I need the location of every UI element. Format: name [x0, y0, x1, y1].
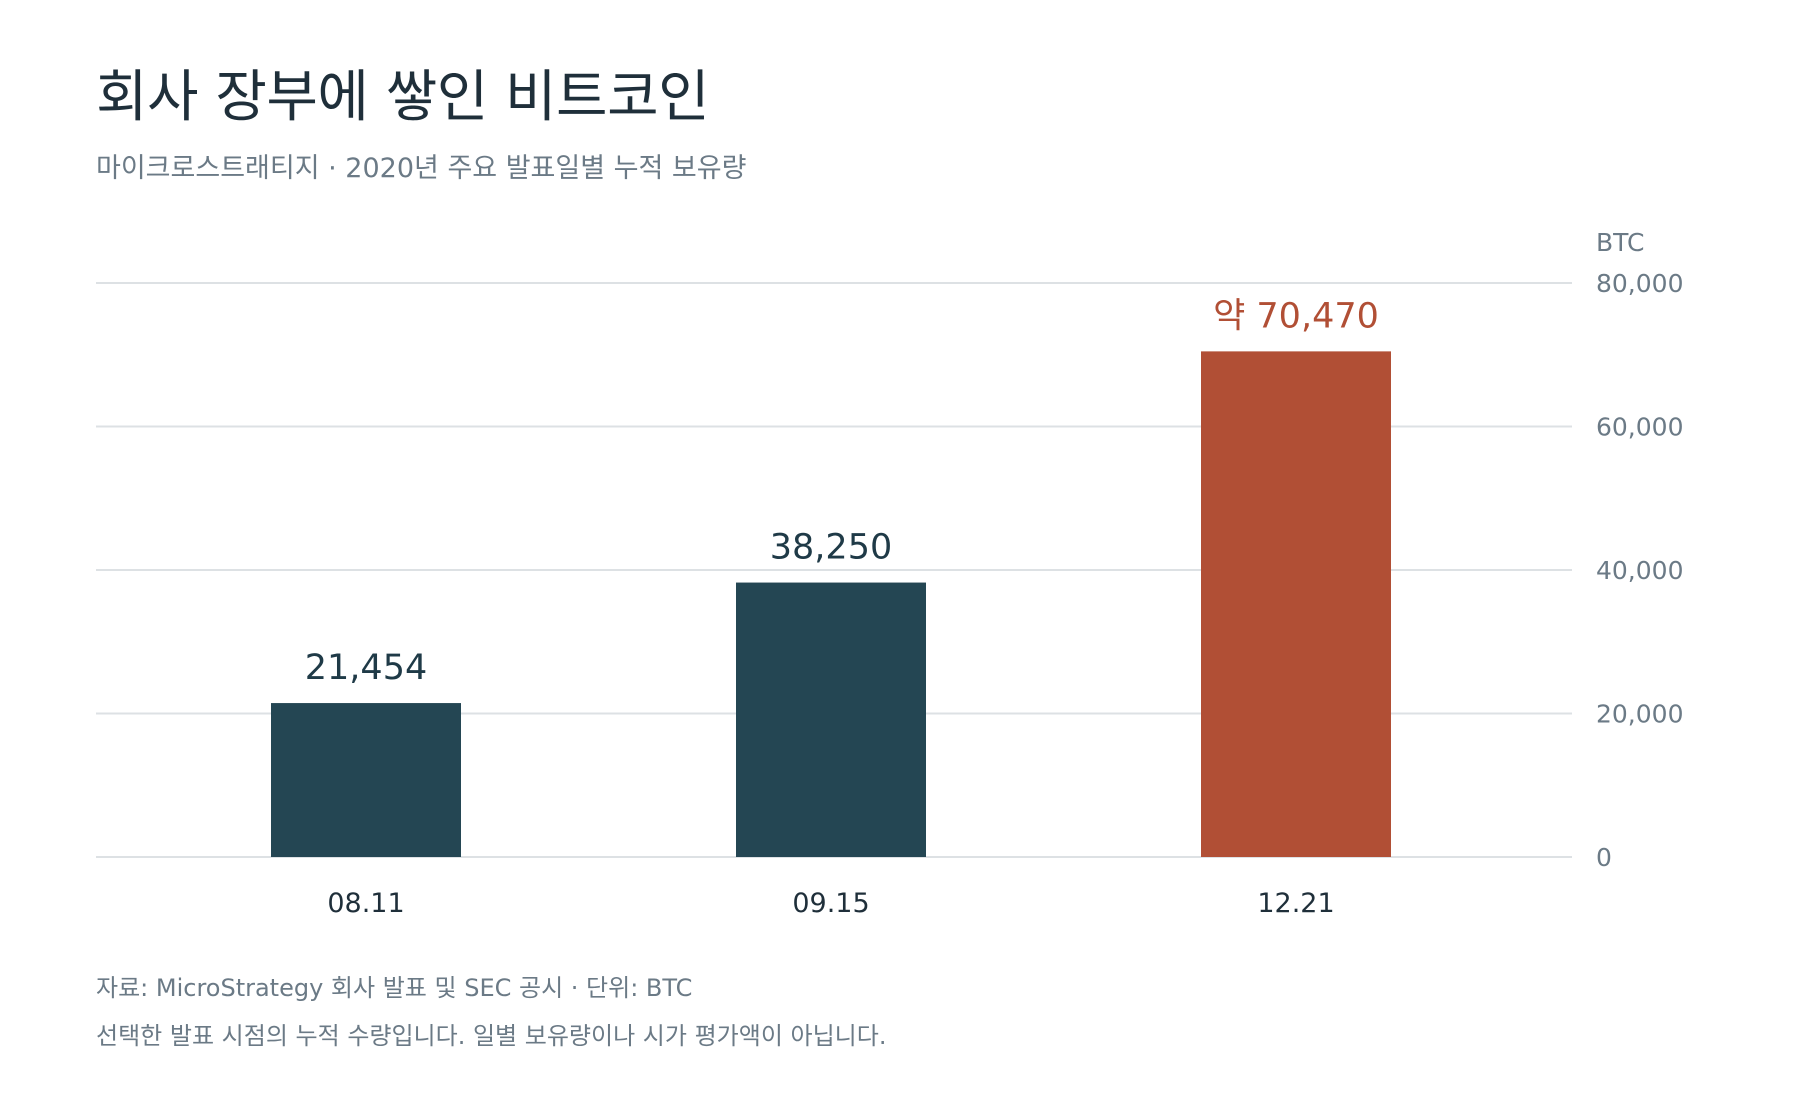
chart-title: 회사 장부에 쌓인 비트코인 [96, 65, 710, 130]
value-labels: 21,454 38,250 약 70,470 [305, 296, 1379, 688]
bar-chart: 21,454 38,250 약 70,470 0 20,000 40,000 60,000… [96, 228, 1683, 919]
bar-value-label: 21,454 [305, 648, 427, 688]
x-category-label: 09.15 [792, 888, 869, 919]
disclaimer-note: 선택한 발표 시점의 누적 수량입니다. 일별 보유량이나 시가 평가액이 아닙… [96, 1022, 887, 1050]
y-tick-label: 40,000 [1596, 556, 1683, 585]
bars [271, 351, 1391, 857]
y-tick-label: 0 [1596, 843, 1612, 872]
bar [1201, 351, 1391, 857]
y-tick-label: 60,000 [1596, 413, 1683, 442]
y-tick-label: 80,000 [1596, 269, 1683, 298]
y-axis-unit-label: BTC [1596, 228, 1644, 257]
x-category-label: 12.21 [1257, 888, 1334, 919]
bar [736, 582, 926, 857]
bar-value-label: 38,250 [770, 528, 892, 568]
x-category-label: 08.11 [327, 888, 404, 919]
axes: 0 20,000 40,000 60,000 80,000 BTC 08.11 09.15 12… [327, 228, 1683, 919]
y-tick-label: 20,000 [1596, 700, 1683, 729]
bar-value-label: 약 70,470 [1213, 296, 1379, 336]
source-note: 자료: MicroStrategy 회사 발표 및 SEC 공시 · 단위: B… [96, 974, 693, 1002]
bar [271, 703, 461, 857]
chart-subtitle: 마이크로스트래티지 · 2020년 주요 발표일별 누적 보유량 [96, 153, 747, 184]
